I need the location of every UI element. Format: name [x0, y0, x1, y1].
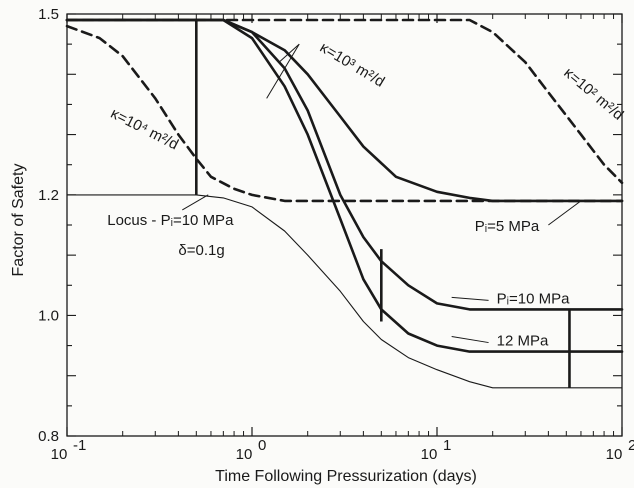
x-tick-label: 10: [421, 446, 438, 463]
y-tick-label: 0.8: [38, 428, 59, 445]
leader-line: [548, 200, 582, 226]
x-tick-label: 10: [51, 446, 68, 463]
axis-ticks: 10 -1 10 0 10 1 10 2 0.8 1.0 1.2 1.5: [38, 6, 634, 463]
x-tick-label: 10: [606, 446, 623, 463]
curve-1: [65, 24, 624, 203]
curve-6: [65, 18, 624, 353]
x-tick-exponent: -1: [73, 437, 86, 454]
leader-line: [266, 43, 300, 99]
annotation-p-12: 12 MPa: [497, 333, 549, 350]
curve-5: [65, 18, 624, 311]
leader-line: [451, 296, 489, 301]
annotation-kappa-1e3: κ=10³ m²/d: [317, 39, 388, 91]
curves: [65, 18, 624, 389]
x-tick-exponent: 0: [258, 437, 266, 454]
y-tick-label: 1.5: [38, 6, 59, 23]
y-axis-title: Factor of Safety: [10, 164, 27, 277]
leader-line: [451, 336, 489, 344]
annotation-delta: δ=0.1g: [178, 242, 224, 259]
annotation-kappa-1e4: κ=10⁴ m²/d: [108, 105, 181, 154]
curve-3: [65, 18, 624, 185]
annotation-kappa-1e2: κ=10² m²/d: [560, 64, 626, 123]
annotation-pi-5: Pᵢ=5 MPa: [475, 218, 540, 235]
y-tick-label: 1.0: [38, 307, 59, 324]
annotation-locus: Locus - Pᵢ=10 MPa: [107, 212, 234, 229]
leader-lines: [182, 43, 582, 344]
curve-4: [66, 194, 623, 389]
x-tick-exponent: 1: [443, 437, 451, 454]
x-tick-exponent: 2: [628, 437, 634, 454]
leader-line: [182, 194, 209, 211]
y-tick-label: 1.2: [38, 187, 59, 204]
annotations: κ=10⁴ m²/d κ=10³ m²/d κ=10² m²/d Locus - Pᵢ…: [107, 39, 626, 350]
x-tick-label: 10: [236, 446, 253, 463]
annotation-pi-10: Pᵢ=10 MPa: [497, 290, 570, 307]
curve-2: [65, 18, 624, 203]
leader-line: [278, 43, 300, 63]
x-axis-title: Time Following Pressurization (days): [215, 468, 477, 485]
